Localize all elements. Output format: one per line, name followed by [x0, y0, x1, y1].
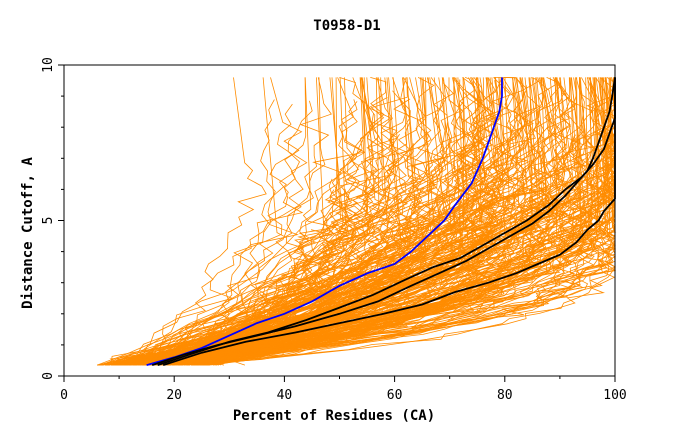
- x-tick-label: 20: [166, 388, 182, 403]
- x-axis-label: Percent of Residues (CA): [233, 408, 435, 424]
- x-axis-ticks: 0 20 40 60 80 100: [60, 376, 627, 403]
- highlight-curve-3: [162, 77, 616, 366]
- model-curve: [107, 77, 466, 366]
- model-curve: [97, 144, 476, 366]
- model-curve: [111, 77, 387, 366]
- model-curve: [142, 77, 429, 366]
- model-curve: [150, 77, 420, 366]
- model-curve: [111, 77, 550, 366]
- model-curve: [100, 77, 616, 366]
- x-tick-label: 80: [497, 388, 513, 403]
- model-curve: [189, 77, 435, 366]
- model-curve: [187, 77, 478, 366]
- model-curve: [169, 77, 516, 366]
- model-curve: [200, 167, 571, 366]
- model-curve: [128, 77, 326, 366]
- model-curve: [119, 200, 579, 366]
- model-curve: [108, 77, 493, 366]
- model-curve: [96, 77, 447, 366]
- y-axis-ticks: 0 5 10: [41, 57, 64, 380]
- model-curve: [203, 77, 616, 366]
- chart-title: T0958-D1: [313, 18, 380, 34]
- model-curve: [163, 77, 613, 366]
- model-curve: [110, 77, 308, 366]
- model-curve: [142, 133, 400, 366]
- model-curve: [196, 77, 616, 366]
- y-tick-label: 0: [41, 372, 56, 380]
- model-curve: [200, 157, 555, 366]
- model-curve: [205, 77, 607, 366]
- highlight-curve-0: [146, 77, 503, 366]
- y-tick-label: 10: [41, 57, 56, 73]
- x-tick-label: 100: [603, 388, 626, 403]
- x-tick-label: 60: [387, 388, 403, 403]
- model-curve: [125, 77, 267, 366]
- model-curve: [178, 77, 543, 366]
- highlight-curve-2: [157, 77, 616, 366]
- model-curve: [138, 77, 503, 366]
- model-curve: [165, 77, 599, 366]
- model-curve: [105, 77, 502, 366]
- model-curve: [109, 77, 416, 366]
- model-curve: [137, 187, 608, 366]
- model-curve: [150, 77, 584, 366]
- model-curve: [111, 77, 616, 366]
- model-curve: [113, 188, 442, 366]
- model-curve: [216, 77, 303, 366]
- model-curve: [148, 77, 611, 366]
- x-tick-label: 0: [60, 388, 68, 403]
- model-curve: [118, 77, 332, 366]
- background-curves: [96, 77, 617, 366]
- y-axis-label: Distance Cutoff, A: [20, 157, 36, 309]
- model-curve: [114, 84, 557, 366]
- highlight-curve-1: [151, 77, 616, 366]
- model-curve: [123, 213, 492, 366]
- model-curve: [117, 77, 528, 366]
- model-curve: [205, 77, 605, 366]
- y-tick-label: 5: [41, 217, 56, 225]
- model-curve: [148, 227, 602, 366]
- highlight-curves: [146, 77, 616, 366]
- x-tick-label: 40: [277, 388, 293, 403]
- model-curve: [129, 77, 399, 366]
- model-curve: [180, 77, 360, 366]
